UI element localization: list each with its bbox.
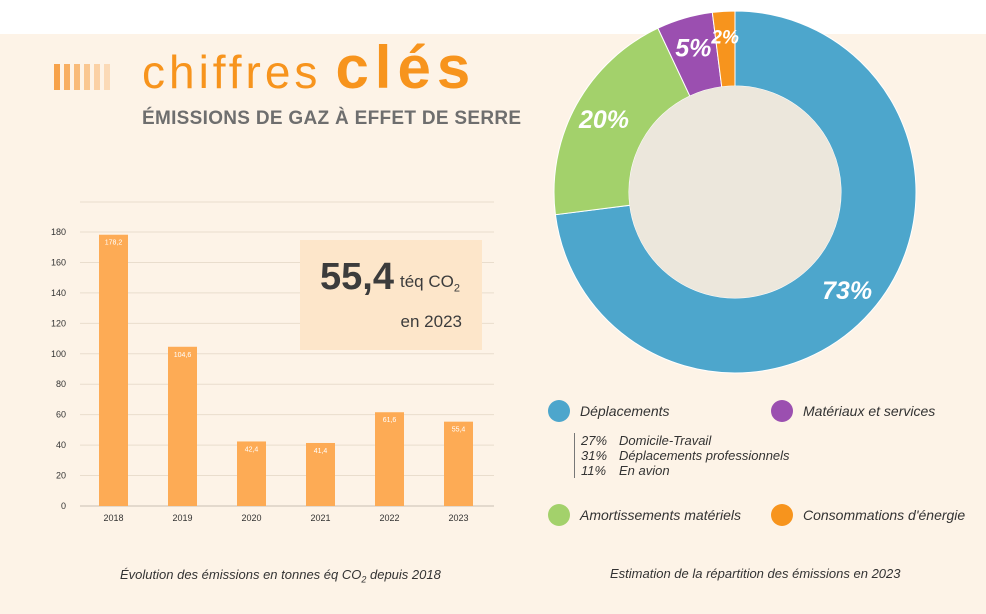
bar	[99, 234, 128, 507]
legend-materiaux-label: Matériaux et services	[803, 403, 936, 419]
stripes-decoration	[54, 64, 110, 90]
highlight-year: en 2023	[400, 312, 462, 331]
title-bold: clés	[335, 34, 477, 101]
title-light: chiffres	[142, 46, 322, 98]
donut-chart: 73% 20% 5% 2%	[553, 10, 917, 374]
y-tick-label: 60	[56, 410, 66, 420]
bar	[168, 346, 197, 506]
highlight-unit-sub: 2	[453, 282, 460, 295]
legend-amortissements-label: Amortissements matériels	[580, 507, 742, 523]
x-tick-label: 2023	[448, 513, 468, 523]
bar	[375, 412, 404, 506]
y-tick-label: 120	[51, 318, 66, 328]
detail-item: 31% Déplacements professionnels	[581, 448, 790, 463]
highlight-unit-text: téq CO	[400, 272, 454, 291]
x-tick-label: 2020	[241, 513, 261, 523]
y-tick-label: 140	[51, 288, 66, 298]
donut-slice	[554, 10, 917, 374]
detail-label: Déplacements professionnels	[619, 448, 790, 463]
x-tick-label: 2018	[103, 513, 123, 523]
highlight-value: 55,4	[320, 256, 394, 298]
x-tick-label: 2022	[379, 513, 399, 523]
y-tick-label: 0	[61, 501, 66, 511]
bar-value-label: 104,6	[174, 352, 192, 359]
bar-value-label: 42,4	[245, 446, 259, 453]
bar-value-label: 41,4	[314, 448, 328, 455]
legend-energie-swatch	[771, 504, 793, 526]
x-tick-label: 2021	[310, 513, 330, 523]
donut-chart-caption: Estimation de la répartition des émissio…	[610, 566, 901, 581]
y-tick-label: 160	[51, 257, 66, 267]
slice-label: 73%	[822, 277, 872, 305]
detail-item: 27% Domicile-Travail	[581, 433, 790, 448]
legend-amortissements-swatch	[548, 504, 570, 526]
detail-pct: 27%	[581, 433, 608, 448]
page-title: chiffres clés	[142, 38, 476, 98]
legend-energie-label: Consommations d'énergie	[803, 507, 966, 523]
detail-item: 11% En avion	[581, 463, 790, 478]
slice-label: 20%	[578, 106, 629, 134]
legend-deplacements-swatch	[548, 400, 570, 422]
bar	[237, 441, 266, 506]
bar-chart-caption: Évolution des émissions en tonnes éq CO2…	[120, 567, 441, 585]
bar	[306, 442, 335, 506]
deplacements-detail-list: 27% Domicile-Travail 31% Déplacements prof…	[574, 433, 790, 478]
bar-caption-text-end: depuis 2018	[366, 567, 441, 582]
slice-label: 5%	[675, 34, 711, 62]
y-tick-label: 80	[56, 379, 66, 389]
bar	[444, 421, 473, 506]
y-tick-label: 180	[51, 227, 66, 237]
highlight-unit: téq CO2	[400, 272, 460, 294]
highlight-box: 55,4 téq CO2 en 2023	[300, 240, 482, 350]
bar-value-label: 55,4	[452, 427, 466, 434]
bar-caption-sub: 2	[361, 574, 367, 585]
page-subtitle: ÉMISSIONS DE GAZ À EFFET DE SERRE	[142, 108, 522, 129]
donut-center	[629, 86, 841, 298]
detail-pct: 11%	[581, 463, 607, 478]
legend-materiaux-swatch	[771, 400, 793, 422]
slice-label: 2%	[710, 27, 739, 48]
bar-chart: 0 20 40 60 80 100 120 140 160 180 178,2 2018 104,6 20…	[51, 201, 494, 523]
bar-caption-text: Évolution des émissions en tonnes éq CO	[120, 567, 362, 582]
bar-value-label: 178,2	[105, 240, 123, 247]
bar-value-label: 61,6	[383, 417, 397, 424]
legend-energie: Consommations d'énergie	[771, 504, 965, 526]
legend-amortissements: Amortissements matériels	[548, 504, 741, 526]
y-tick-label: 100	[51, 349, 66, 359]
legend-materiaux: Matériaux et services	[771, 400, 935, 422]
detail-label: En avion	[619, 463, 670, 478]
detail-pct: 31%	[581, 448, 608, 463]
x-tick-label: 2019	[172, 513, 192, 523]
legend-deplacements-label: Déplacements	[580, 403, 670, 419]
y-tick-label: 40	[56, 440, 66, 450]
legend-deplacements: Déplacements	[548, 400, 670, 422]
detail-label: Domicile-Travail	[619, 433, 712, 448]
y-tick-label: 20	[56, 471, 66, 481]
